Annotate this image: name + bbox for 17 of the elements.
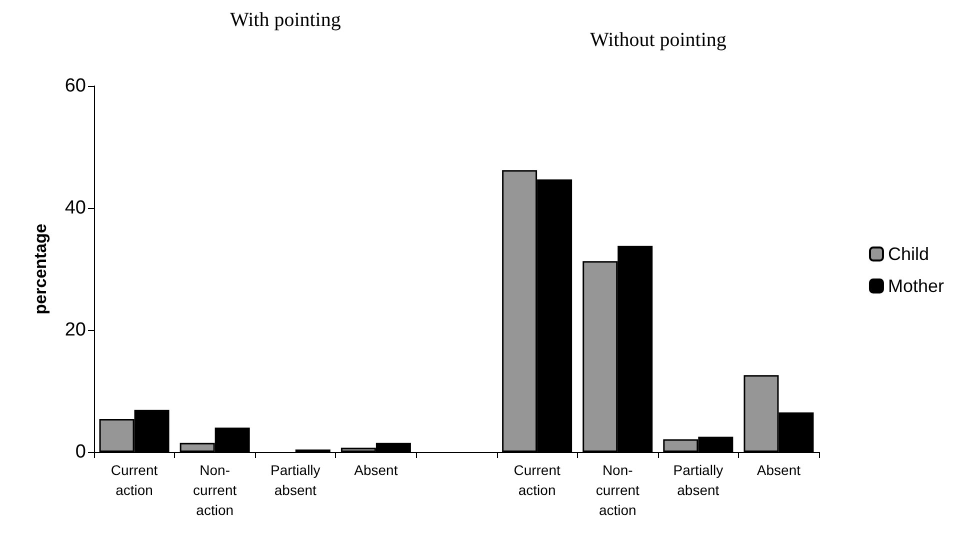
x-tick-label: Non-current action [596,462,640,518]
y-axis-title: percentage [31,224,50,314]
legend-label: Mother [888,276,944,296]
x-tick-label: Partially absent [270,462,320,498]
text: With pointing [230,9,341,31]
x-tick-label: Current action [514,462,561,498]
y-tick-label: 60 [64,76,86,96]
x-tick-label: Partially absent [673,462,724,498]
y-tick-label: 40 [64,198,86,218]
x-tick-label: Absent [756,462,801,478]
x-tick-label: Non-current action [193,462,237,518]
legend-label: Child [888,244,930,264]
y-tick-label: 0 [75,442,86,462]
y-tick-label: 20 [64,320,86,340]
x-tick-label: Current action [110,462,158,498]
text: Without pointing [590,29,726,51]
x-tick-label: Absent [354,462,398,478]
